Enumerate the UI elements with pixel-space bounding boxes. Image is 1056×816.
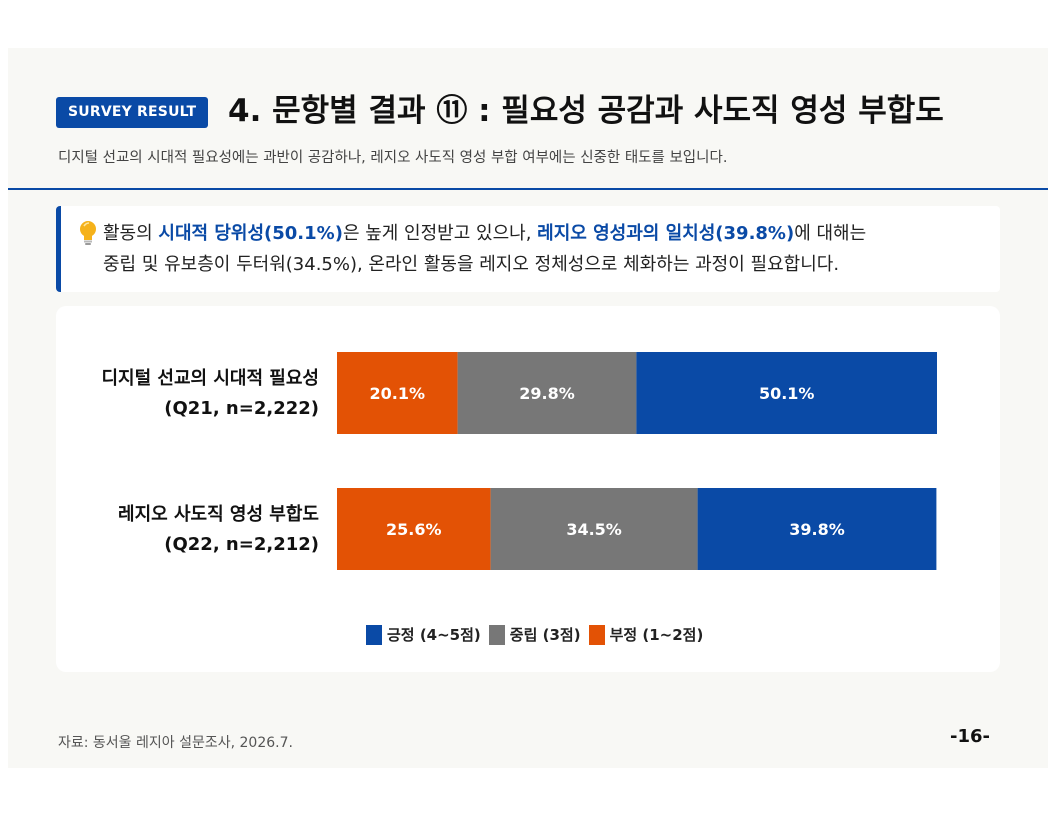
lightbulb-icon xyxy=(80,221,96,245)
callout-segment: 은 높게 인정받고 있으나, xyxy=(342,223,538,244)
chart-legend: 긍정 (4~5점) 중립 (3점) 부정 (1~2점) xyxy=(366,624,711,645)
legend-swatch xyxy=(366,624,382,645)
bar-data-label: 25.6% xyxy=(386,520,442,539)
bar-segment xyxy=(337,488,491,570)
bar-segment xyxy=(337,352,458,434)
slide: SURVEY RESULT 4. 문항별 결과 ⑪ : 필요성 공감과 사도직 … xyxy=(8,48,1048,768)
callout-highlight: 시대적 당위성(50.1%) xyxy=(158,223,343,244)
bar-segment xyxy=(697,488,937,570)
bar-data-label: 39.8% xyxy=(789,520,845,539)
insight-callout: 활동의 시대적 당위성(50.1%)은 높게 인정받고 있으나, 레지오 영성과… xyxy=(56,206,1000,292)
callout-text: 활동의 시대적 당위성(50.1%)은 높게 인정받고 있으나, 레지오 영성과… xyxy=(103,218,990,280)
legend-label: 중립 (3점) xyxy=(509,626,581,644)
bar-data-label: 50.1% xyxy=(759,384,815,403)
category-label: (Q21, n=2,222) xyxy=(164,398,319,419)
legend-item: 중립 (3점) xyxy=(488,624,581,645)
legend-label: 긍정 (4~5점) xyxy=(387,626,481,644)
page-number: -16- xyxy=(950,726,990,747)
page-subtitle: 디지털 선교의 시대적 필요성에는 과반이 공감하나, 레지오 사도직 영성 부… xyxy=(58,150,728,166)
legend-item: 긍정 (4~5점) xyxy=(366,624,481,645)
callout-segment: 활동의 xyxy=(103,223,159,244)
chart-card: 디지털 선교의 시대적 필요성 (Q21, n=2,222) 20.1% 29.8% 5… xyxy=(56,306,1000,672)
bar-data-label: 20.1% xyxy=(370,384,426,403)
category-label: 디지털 선교의 시대적 필요성 xyxy=(101,368,319,389)
survey-result-badge: SURVEY RESULT xyxy=(56,97,209,128)
callout-highlight: 레지오 영성과의 일치성(39.8%) xyxy=(537,223,795,244)
legend-label: 부정 (1~2점) xyxy=(609,626,704,644)
legend-item: 부정 (1~2점) xyxy=(588,624,704,645)
category-label: (Q22, n=2,212) xyxy=(164,534,319,555)
bar-segment xyxy=(636,352,937,434)
legend-swatch xyxy=(588,624,605,645)
legend-swatch xyxy=(488,624,505,645)
header-divider xyxy=(8,188,1048,190)
bar-segment xyxy=(457,352,637,434)
bar-data-label: 29.8% xyxy=(519,384,575,403)
callout-line-1: 활동의 시대적 당위성(50.1%)은 높게 인정받고 있으나, 레지오 영성과… xyxy=(103,218,990,249)
bar-data-label: 34.5% xyxy=(566,520,622,539)
source-note: 자료: 동서울 레지아 설문조사, 2026.7. xyxy=(58,735,293,751)
category-label: 레지오 사도직 영성 부합도 xyxy=(118,503,319,525)
callout-line-2: 중립 및 유보층이 두터워(34.5%), 온라인 활동을 레지오 정체성으로 … xyxy=(103,254,840,275)
stacked-bar-chart: 디지털 선교의 시대적 필요성 (Q21, n=2,222) 20.1% 29.8% 5… xyxy=(101,352,937,570)
bar-segment xyxy=(490,488,698,570)
callout-segment: 에 대해는 xyxy=(794,223,867,244)
page-title: 4. 문항별 결과 ⑪ : 필요성 공감과 사도직 영성 부합도 xyxy=(228,93,944,129)
